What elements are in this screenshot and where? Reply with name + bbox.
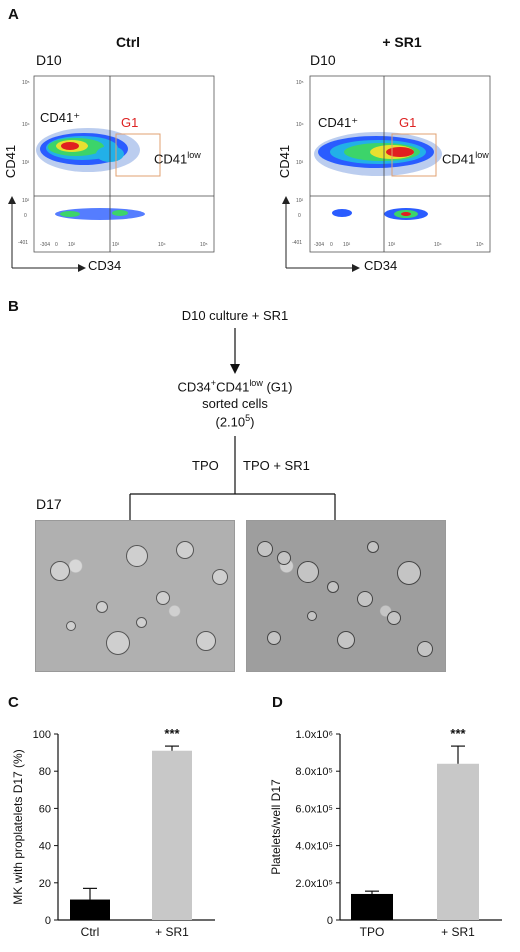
flow-step-culture: D10 culture + SR1 <box>181 308 289 323</box>
micrograph-tpo <box>35 520 235 672</box>
chart-c-bar <box>70 899 110 920</box>
ctrl-scatter-cloud <box>36 128 145 220</box>
ctrl-x-tick-label: 0 <box>55 242 58 248</box>
sr1-cd41-high-label: CD41⁺ <box>318 115 359 130</box>
chart-c-y-tick-label: 20 <box>39 878 51 890</box>
ctrl-flow-plot <box>8 75 215 272</box>
sr1-x-tick-label: 0 <box>330 242 333 248</box>
sr1-g1-label: G1 <box>399 115 417 130</box>
sr1-x-tick-label: 10⁴ <box>434 242 442 248</box>
panel-a-letter: A <box>8 6 19 23</box>
chart-c-y-axis-label: MK with proplatelets D17 (%) <box>11 749 25 904</box>
chart-d-y-tick-label: 8.0x10⁵ <box>295 766 333 778</box>
ctrl-x-axis-label: CD34 <box>88 258 122 273</box>
ctrl-cd41-low-label: CD41low <box>154 150 201 167</box>
ctrl-title: Ctrl <box>115 34 141 50</box>
flow-branch-lines <box>129 436 336 520</box>
ctrl-day-label: D10 <box>36 52 62 68</box>
ctrl-y-tick-label: 10² <box>22 198 30 204</box>
flow-arrow-down <box>230 328 240 374</box>
ctrl-x-tick-label: -304 <box>40 242 51 248</box>
chart-d-x-tick-label: TPO <box>360 925 385 939</box>
sr1-y-tick-label: 10³ <box>296 160 304 166</box>
ctrl-g1-label: G1 <box>121 115 139 130</box>
chart-d-bar <box>437 763 479 920</box>
d17-label: D17 <box>36 496 62 512</box>
sr1-x-tick-label: 10² <box>343 242 351 248</box>
sr1-flow-plot <box>282 75 491 272</box>
flow-step-sorted-cells: sorted cells <box>202 396 268 411</box>
flow-step-sorted-population: CD34+CD41low (G1) <box>177 378 293 395</box>
micrograph-tpo-sr1 <box>246 520 446 672</box>
ctrl-y-tick-label: 0 <box>24 213 27 219</box>
panel-d-letter: D <box>272 694 283 711</box>
ctrl-y-tick-label: 10⁴ <box>22 122 30 128</box>
sr1-x-tick-label: 10³ <box>388 242 396 248</box>
sr1-x-axis-label: CD34 <box>364 258 398 273</box>
sr1-y-tick-label: 0 <box>298 213 301 219</box>
sr1-day-label: D10 <box>310 52 336 68</box>
chart-c-x-tick-label: Ctrl <box>81 925 100 939</box>
ctrl-x-tick-label: 10⁴ <box>158 242 166 248</box>
chart-c-y-tick-label: 80 <box>39 766 51 778</box>
chart-c-y-tick-label: 40 <box>39 841 51 853</box>
sr1-y-tick-label: 10⁵ <box>296 80 304 86</box>
chart-c-significance-label: *** <box>164 726 180 741</box>
chart-d-y-tick-label: 6.0x10⁵ <box>295 803 333 815</box>
chart-c-y-tick-label: 60 <box>39 803 51 815</box>
ctrl-x-tick-label: 10³ <box>112 242 120 248</box>
chart-d: 0 2.0x10⁵ 4.0x10⁵ 6.0x10⁵ 8.0x10⁵ 1.0x10⁶ Plat… <box>269 726 502 939</box>
flow-step-cell-count: (2.105) <box>215 413 255 430</box>
sr1-y-tick-label: -401 <box>292 240 303 246</box>
ctrl-cd41-high-label: CD41⁺ <box>40 110 81 125</box>
chart-d-y-tick-label: 2.0x10⁵ <box>295 878 333 890</box>
sr1-y-tick-label: 10² <box>296 198 304 204</box>
sr1-y-tick-label: 10⁴ <box>296 122 304 128</box>
chart-d-y-tick-label: 4.0x10⁵ <box>295 841 333 853</box>
chart-c: 0 20 40 60 80 100 MK with proplatelets D17 (%)… <box>11 726 215 939</box>
ctrl-y-tick-label: 10⁵ <box>22 80 30 86</box>
chart-c-bar <box>152 750 192 920</box>
ctrl-y-tick-label: -401 <box>18 240 29 246</box>
sr1-x-tick-label: 10⁵ <box>476 242 484 248</box>
chart-d-bar <box>351 893 393 920</box>
sr1-x-tick-label: -304 <box>314 242 325 248</box>
ctrl-y-axis-label: CD41 <box>3 144 19 179</box>
panel-b-letter: B <box>8 298 19 315</box>
sr1-title: + SR1 <box>382 34 422 50</box>
ctrl-x-tick-label: 10² <box>68 242 76 248</box>
chart-c-y-tick-label: 0 <box>45 915 51 927</box>
chart-d-x-tick-label: + SR1 <box>441 925 475 939</box>
ctrl-y-tick-label: 10³ <box>22 160 30 166</box>
chart-d-y-tick-label: 1.0x10⁶ <box>295 729 333 741</box>
chart-d-y-tick-label: 0 <box>327 915 333 927</box>
chart-d-significance-label: *** <box>450 726 466 741</box>
sr1-cd41-low-label: CD41low <box>442 150 489 167</box>
panel-c-letter: C <box>8 694 19 711</box>
branch-label-tpo: TPO <box>192 458 219 473</box>
sr1-y-axis-label: CD41 <box>277 144 293 179</box>
chart-c-y-tick-label: 100 <box>33 729 51 741</box>
chart-c-x-tick-label: + SR1 <box>155 925 189 939</box>
chart-d-y-axis-label: Platelets/well D17 <box>269 779 283 875</box>
branch-label-tpo-sr1: TPO + SR1 <box>243 458 310 473</box>
ctrl-x-tick-label: 10⁵ <box>200 242 208 248</box>
